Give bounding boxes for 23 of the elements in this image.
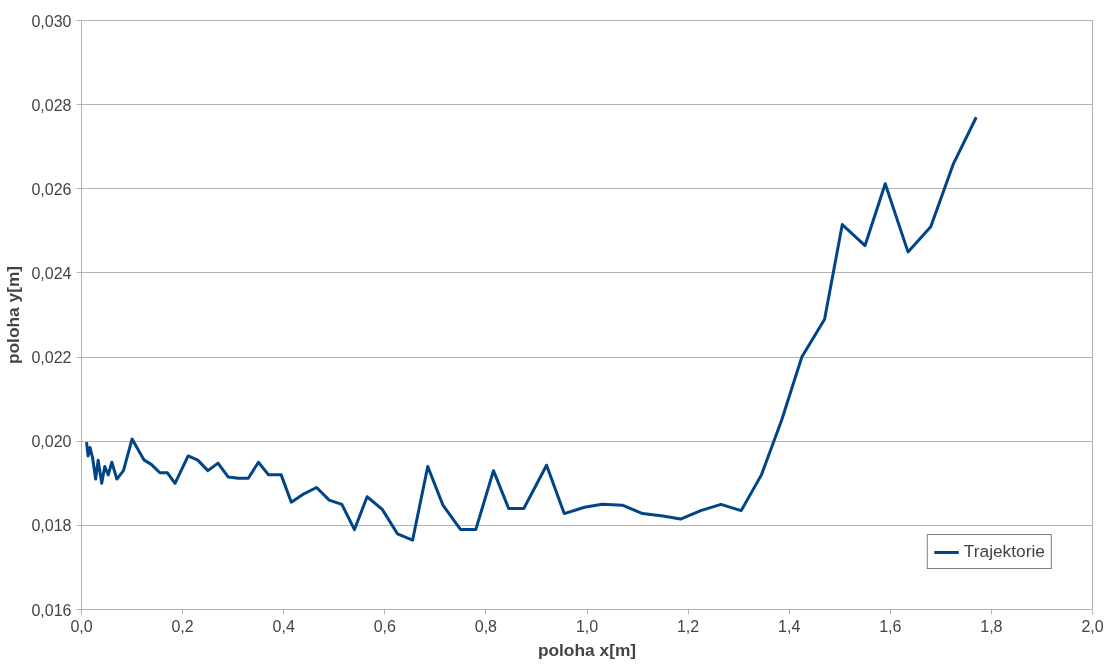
y-tick-label: 0,026 xyxy=(31,180,72,198)
x-tick-label: 1,8 xyxy=(980,617,1003,635)
x-tick-label: 0,4 xyxy=(272,617,295,635)
x-tick-label: 0,6 xyxy=(373,617,397,635)
y-tick-label: 0,028 xyxy=(31,96,72,114)
x-tick-label: 1,2 xyxy=(676,617,700,635)
x-tick-label: 0,2 xyxy=(171,617,194,635)
y-tick-label: 0,030 xyxy=(31,12,72,30)
y-axis-title: poloha y[m] xyxy=(3,265,24,365)
y-tick-label: 0,024 xyxy=(31,264,72,282)
y-tick-label: 0,022 xyxy=(31,349,72,367)
y-tick-label: 0,020 xyxy=(31,433,72,451)
x-tick-label: 1,4 xyxy=(778,617,801,635)
legend-label: Trajektorie xyxy=(963,541,1045,562)
x-tick-label: 1,0 xyxy=(575,617,599,635)
x-tick-label: 1,6 xyxy=(879,617,902,635)
y-tick-label: 0,016 xyxy=(31,601,72,619)
x-tick-label: 0,8 xyxy=(474,617,498,635)
x-tick-label: 2,0 xyxy=(1081,617,1104,635)
x-tick-label: 0,0 xyxy=(70,617,93,635)
line-series xyxy=(85,115,978,542)
y-tick-label: 0,018 xyxy=(31,517,72,535)
x-axis-title: poloha x[m] xyxy=(537,639,637,660)
